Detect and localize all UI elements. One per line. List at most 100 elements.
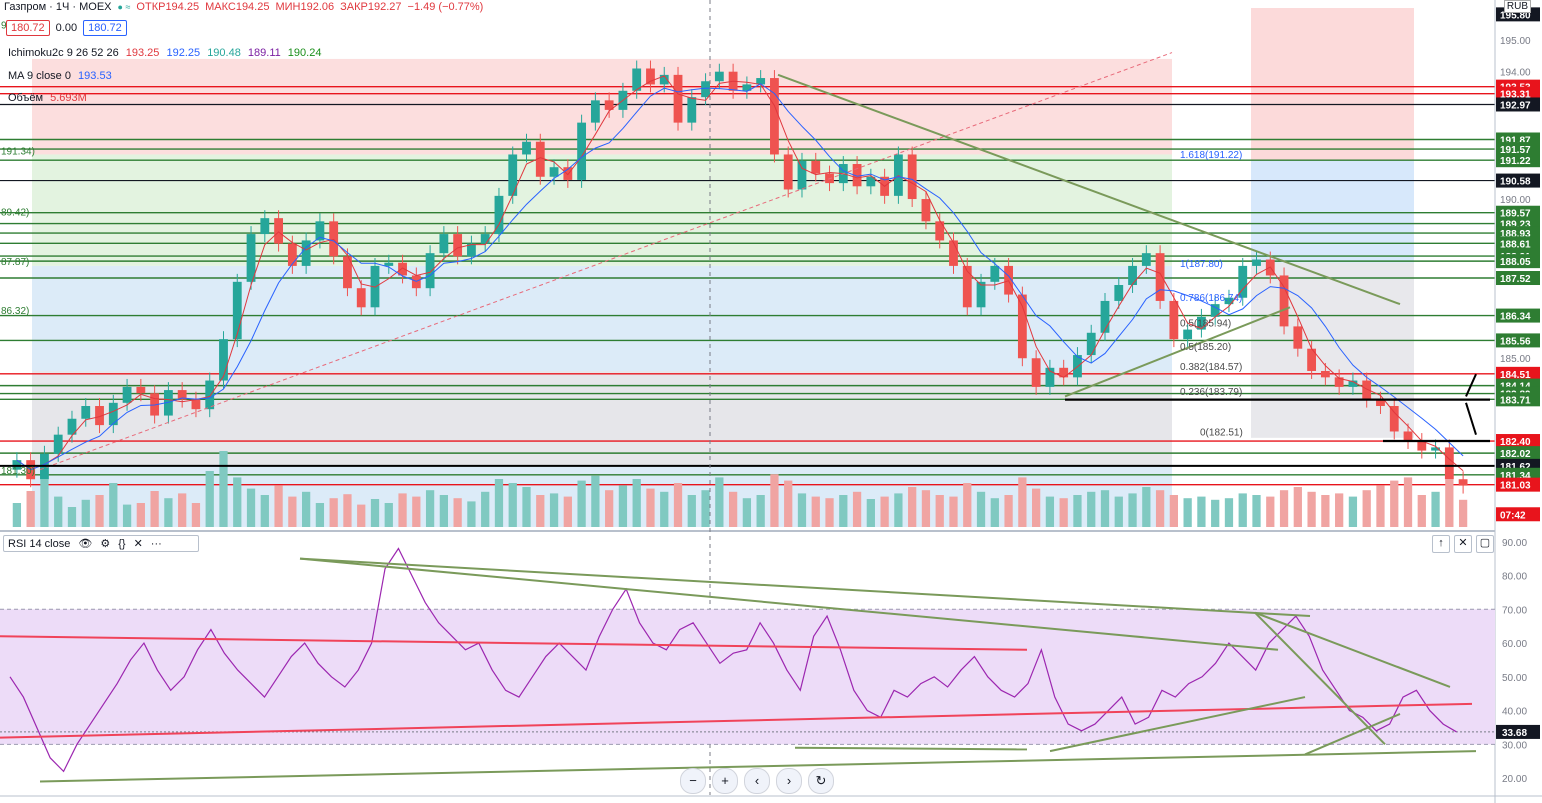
rsi-trend-line (299, 557, 1279, 651)
volume-bar (384, 503, 393, 527)
ichimoku-legend[interactable]: Ichimoku2c 9 26 52 26 193.25 192.25 190.… (8, 47, 321, 59)
candle-body (439, 234, 449, 254)
price-axis-label-bg (1496, 153, 1540, 168)
candle-body (1169, 300, 1179, 340)
ma-legend[interactable]: MA 9 close 0 193.53 (8, 70, 112, 82)
ohlc-change: −1.49 (−0.77%) (407, 1, 484, 13)
candle-body (962, 265, 972, 308)
candle-body (1141, 253, 1151, 266)
candle-body (343, 256, 352, 289)
zoom-in-button[interactable]: + (712, 768, 738, 794)
rsi-band (0, 609, 1495, 745)
candle-body (246, 234, 256, 282)
candle-body (811, 160, 821, 174)
symbol-title[interactable]: Газпром · 1Ч · MOEX (4, 1, 112, 13)
close-icon[interactable]: ✕ (133, 538, 143, 550)
candle-body (1238, 265, 1248, 298)
volume-bar (1004, 495, 1013, 527)
candle-body (935, 221, 945, 241)
arrow-down-mark (1465, 402, 1477, 435)
candle-body (205, 380, 215, 410)
candle-body (356, 288, 366, 308)
reset-chart-button[interactable]: ↻ (808, 768, 834, 794)
rsi-axis-tick: 60.00 (1502, 639, 1527, 650)
candle-body (1031, 358, 1041, 387)
rsi-axis-tick: 20.00 (1502, 774, 1527, 785)
volume-bar (481, 491, 490, 527)
gear-icon[interactable]: ⚙ (100, 538, 111, 550)
maximize-icon[interactable]: ▢ (1476, 535, 1494, 553)
volume-bar (260, 495, 269, 527)
close-icon[interactable]: ✕ (1454, 535, 1472, 553)
arrow-up-icon[interactable]: ↑ (1432, 535, 1450, 553)
volume-bar (233, 477, 242, 527)
volume-bar (811, 496, 820, 527)
candle-body (949, 240, 958, 266)
price-axis-label: 195.80 (1500, 10, 1531, 21)
price-axis-label: 191.22 (1500, 156, 1531, 167)
volume-bar (109, 483, 118, 527)
scroll-left-button[interactable]: ‹ (744, 768, 770, 794)
price-axis-label: 189.57 (1500, 209, 1531, 220)
candle-body (1403, 431, 1413, 442)
volume-bar (1266, 496, 1275, 527)
zone-blue (32, 265, 1172, 371)
rsi-line (9, 547, 1457, 773)
fib-label: 0.5(185.94) (1180, 318, 1231, 329)
price-axis-label: 183.71 (1500, 395, 1531, 406)
price-axis-label-bg (1496, 392, 1540, 407)
fib-label: 1.618(191.22) (1180, 150, 1242, 161)
volume-bar (632, 479, 641, 527)
volume-bar (398, 493, 407, 527)
candle-body (976, 281, 986, 308)
scroll-right-button[interactable]: › (776, 768, 802, 794)
rsi-axis-tick: 80.00 (1502, 572, 1527, 583)
volume-legend[interactable]: Объём 5.693M (8, 92, 87, 104)
candle-body (535, 141, 545, 177)
left-edge-label: 89.42) (1, 208, 29, 219)
volume-bar (67, 507, 77, 527)
price-axis-label-bg (1496, 205, 1540, 220)
ma-label: MA 9 close 0 (8, 70, 71, 82)
eye-icon[interactable]: 👁 (78, 538, 93, 550)
trend-line-dashed (39, 52, 1173, 471)
rsi-legend[interactable]: RSI 14 close 👁 ⚙ {} ✕ ··· (3, 535, 199, 552)
candle-body (191, 399, 201, 410)
candle-body (590, 100, 600, 123)
volume-bar (453, 498, 462, 527)
source-code-icon[interactable]: {} (118, 537, 126, 550)
candle-body (646, 68, 655, 85)
market-status-icon: ● ≈ (117, 2, 131, 12)
volume-bar (1279, 490, 1289, 527)
zone-gray-right (1251, 262, 1414, 438)
candle-body (1114, 285, 1124, 301)
zoom-out-button[interactable]: − (680, 768, 706, 794)
volume-bar (246, 488, 256, 527)
volume-bar (784, 480, 793, 527)
candle-body (287, 243, 297, 266)
buy-price-button[interactable]: 180.72 (83, 20, 127, 36)
price-axis-label-bg (1496, 236, 1540, 251)
volume-bar (412, 496, 421, 527)
volume-bar (1045, 496, 1055, 527)
sell-price-button[interactable]: 180.72 (6, 20, 50, 36)
price-axis-label-bg (1496, 142, 1540, 157)
candle-body (549, 167, 559, 177)
rsi-trend-line (0, 702, 1473, 739)
volume-bar (302, 491, 311, 527)
volume-bar (935, 495, 944, 527)
candle-body (783, 154, 793, 190)
candle-body (95, 406, 104, 426)
candle-body (1458, 479, 1468, 486)
more-icon[interactable]: ··· (150, 537, 162, 550)
volume-bar (12, 503, 22, 527)
candle-body (604, 100, 614, 110)
volume-bar (756, 495, 765, 527)
candle-body (1183, 329, 1193, 340)
candle-body (1417, 441, 1427, 451)
candle-body (1389, 406, 1399, 432)
currency-label[interactable]: RUB (1503, 0, 1531, 13)
zone-gray (32, 370, 1172, 467)
volume-bar (825, 498, 834, 527)
